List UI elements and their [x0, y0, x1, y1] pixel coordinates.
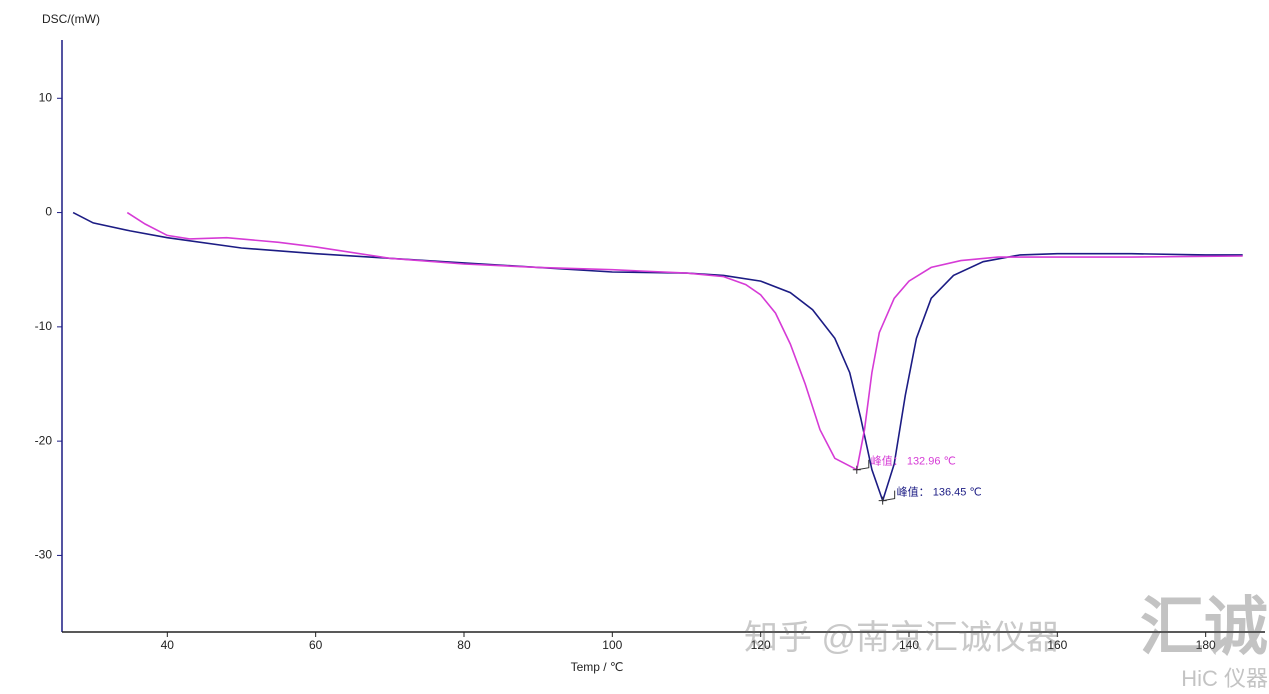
watermark-logo-sub: HiC 仪器 — [1181, 666, 1268, 691]
peak-marker — [878, 490, 896, 505]
x-tick-label: 40 — [161, 638, 175, 652]
watermark-text: 知乎 @南京汇诚仪器 — [744, 619, 1060, 657]
watermark: 知乎 @南京汇诚仪器 汇诚 HiC 仪器 — [744, 591, 1268, 691]
y-tick-label: -20 — [35, 433, 53, 447]
x-tick-label: 100 — [602, 638, 622, 652]
y-tick-label: -10 — [35, 319, 53, 333]
peak-marker — [852, 459, 870, 474]
y-axis-label: DSC/(mW) — [42, 12, 100, 26]
y-tick-label: 0 — [45, 205, 52, 219]
y-tick-label: 10 — [39, 90, 53, 104]
series-line — [126, 211, 1243, 471]
series-line — [72, 211, 1243, 504]
x-tick-label: 180 — [1196, 638, 1216, 652]
x-tick-label: 80 — [457, 638, 471, 652]
x-axis-label: Temp / ℃ — [571, 660, 624, 674]
peak-label: 峰值： 136.45 ℃ — [897, 485, 982, 498]
y-tick-label: -30 — [35, 548, 53, 562]
x-tick-label: 60 — [309, 638, 323, 652]
x-tick-label: 140 — [899, 638, 919, 652]
x-tick-label: 120 — [751, 638, 771, 652]
x-tick-label: 160 — [1047, 638, 1067, 652]
peak-label: 峰值： 132.96 ℃ — [871, 455, 956, 468]
watermark-logo: 汇诚 — [1140, 591, 1268, 663]
